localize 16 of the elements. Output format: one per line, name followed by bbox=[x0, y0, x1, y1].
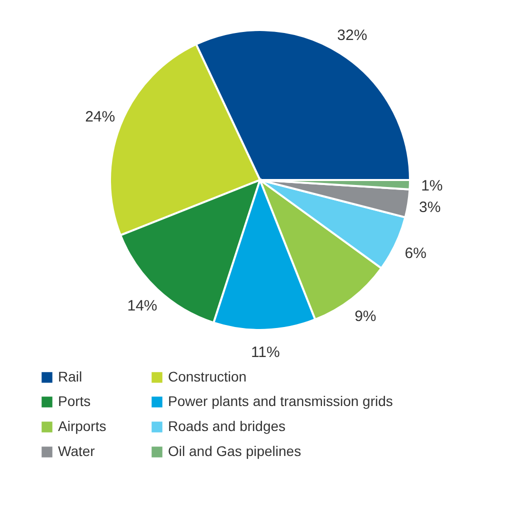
data-label: 24% bbox=[85, 108, 116, 126]
legend-label: Airports bbox=[58, 418, 106, 434]
legend-label: Oil and Gas pipelines bbox=[168, 443, 302, 459]
data-label: 9% bbox=[354, 308, 376, 325]
data-label: 6% bbox=[404, 245, 426, 262]
data-label: 14% bbox=[127, 297, 158, 314]
legend-label: Construction bbox=[168, 368, 247, 384]
data-label: 1% bbox=[421, 177, 443, 194]
legend-label: Power plants and transmission grids bbox=[168, 393, 393, 409]
data-label: 32% bbox=[337, 26, 368, 44]
legend-label: Rail bbox=[58, 368, 82, 384]
data-label: 3% bbox=[419, 198, 441, 216]
legend-label: Roads and bridges bbox=[168, 418, 286, 434]
legend-label: Water bbox=[58, 443, 96, 459]
legend-label: Ports bbox=[58, 393, 91, 409]
data-label: 11% bbox=[250, 344, 280, 361]
